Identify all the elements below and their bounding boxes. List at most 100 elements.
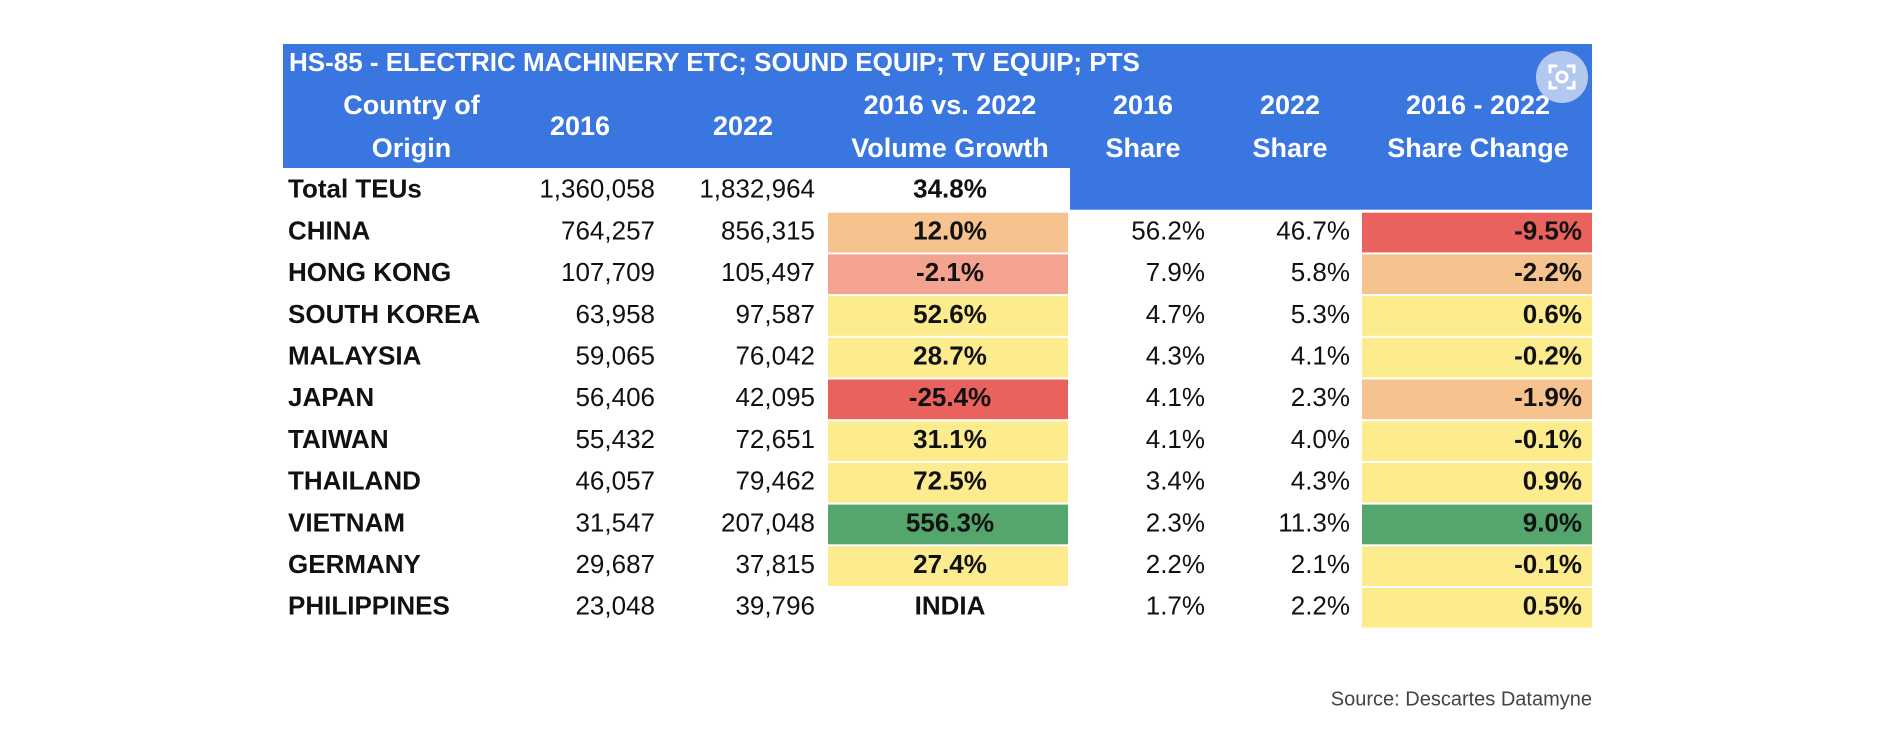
share-change-cell: -0.2% bbox=[1514, 341, 1582, 371]
share-2016-cell: 7.9% bbox=[1146, 257, 1205, 287]
share-2022-cell: 46.7% bbox=[1276, 215, 1350, 245]
share-2016-cell: 3.4% bbox=[1146, 466, 1205, 496]
share-change-cell: -9.5% bbox=[1514, 215, 1582, 245]
value-2016-cell: 1,360,058 bbox=[539, 174, 655, 204]
value-2016-cell: 63,958 bbox=[575, 299, 655, 329]
value-2022-cell: 42,095 bbox=[735, 382, 815, 412]
share-change-cell: -2.2% bbox=[1514, 257, 1582, 287]
country-cell: Total TEUs bbox=[288, 174, 422, 204]
country-cell: SOUTH KOREA bbox=[288, 299, 480, 329]
value-2022-cell: 207,048 bbox=[721, 507, 815, 537]
share-2016-cell: 2.3% bbox=[1146, 507, 1205, 537]
value-2022-cell: 76,042 bbox=[735, 341, 815, 371]
value-2016-cell: 107,709 bbox=[561, 257, 655, 287]
value-2016-cell: 31,547 bbox=[575, 507, 655, 537]
share-change-cell: 0.9% bbox=[1523, 466, 1582, 496]
value-2016-cell: 59,065 bbox=[575, 341, 655, 371]
share-2016-cell: 4.7% bbox=[1146, 299, 1205, 329]
share-2022-cell: 4.3% bbox=[1291, 466, 1350, 496]
share-change-cell-fill bbox=[1362, 421, 1592, 461]
growth-cell-fill bbox=[828, 296, 1068, 336]
scan-corners bbox=[1548, 64, 1576, 90]
column-header: 2016 bbox=[1113, 90, 1173, 120]
share-2022-cell: 4.1% bbox=[1291, 341, 1350, 371]
value-2022-cell: 39,796 bbox=[735, 591, 815, 621]
growth-cell: 72.5% bbox=[913, 466, 987, 496]
value-2016-cell: 764,257 bbox=[561, 215, 655, 245]
country-cell: THAILAND bbox=[288, 466, 421, 496]
growth-cell-fill bbox=[828, 504, 1068, 545]
country-cell: TAIWAN bbox=[288, 424, 389, 454]
share-2016-cell: 4.1% bbox=[1146, 424, 1205, 454]
growth-cell: 556.3% bbox=[906, 507, 994, 537]
value-2016-cell: 55,432 bbox=[575, 424, 655, 454]
share-change-cell: 0.6% bbox=[1523, 299, 1582, 329]
column-header: 2022 bbox=[1260, 90, 1320, 120]
scan-zoom-icon[interactable] bbox=[1548, 64, 1576, 90]
country-cell: CHINA bbox=[288, 215, 371, 245]
growth-cell: 12.0% bbox=[913, 215, 987, 245]
column-header: 2016 vs. 2022 bbox=[864, 90, 1037, 120]
country-cell: HONG KONG bbox=[288, 257, 451, 287]
share-2022-cell: 11.3% bbox=[1278, 507, 1350, 537]
growth-cell: -2.1% bbox=[916, 257, 984, 287]
growth-cell: 27.4% bbox=[913, 549, 987, 579]
growth-cell-fill bbox=[828, 337, 1068, 378]
share-2022-cell: 5.3% bbox=[1291, 299, 1350, 329]
header-band-extension bbox=[1070, 166, 1592, 210]
share-change-cell-fill bbox=[1362, 588, 1592, 628]
column-header: Share bbox=[1105, 133, 1180, 163]
country-cell: GERMANY bbox=[288, 549, 421, 579]
growth-cell: 52.6% bbox=[913, 299, 987, 329]
zoom-button-bg[interactable] bbox=[1536, 51, 1588, 103]
column-header: Volume Growth bbox=[851, 133, 1049, 163]
value-2022-cell: 1,832,964 bbox=[699, 174, 815, 204]
value-2022-cell: 856,315 bbox=[721, 215, 815, 245]
growth-cell-fill bbox=[828, 379, 1068, 420]
growth-cell-fill bbox=[828, 462, 1068, 503]
country-cell: JAPAN bbox=[288, 382, 374, 412]
share-2022-cell: 5.8% bbox=[1291, 257, 1350, 287]
column-headers: Country of Origin 2016 2022 2016 vs. 2022 Vol… bbox=[343, 90, 1569, 163]
value-2016-cell: 46,057 bbox=[575, 466, 655, 496]
header-band bbox=[283, 44, 1592, 168]
share-change-cell: -0.1% bbox=[1514, 424, 1582, 454]
share-2022-cell: 2.3% bbox=[1291, 382, 1350, 412]
share-change-cell-fill bbox=[1362, 254, 1592, 295]
value-2022-cell: 79,462 bbox=[735, 466, 815, 496]
share-2016-cell: 1.7% bbox=[1146, 591, 1205, 621]
share-change-cell-fill bbox=[1362, 379, 1592, 420]
column-header: 2016 - 2022 bbox=[1406, 90, 1550, 120]
share-change-cell: -0.1% bbox=[1514, 549, 1582, 579]
share-2016-cell: 56.2% bbox=[1131, 215, 1205, 245]
value-2016-cell: 23,048 bbox=[575, 591, 655, 621]
value-2022-cell: 105,497 bbox=[721, 257, 815, 287]
table-title: HS-85 - ELECTRIC MACHINERY ETC; SOUND EQ… bbox=[289, 47, 1140, 77]
share-change-cell-fill bbox=[1362, 546, 1592, 586]
country-cell: MALAYSIA bbox=[288, 341, 422, 371]
share-2022-cell: 2.1% bbox=[1291, 549, 1350, 579]
table-title-text: HS-85 - ELECTRIC MACHINERY ETC; SOUND EQ… bbox=[289, 47, 1140, 77]
growth-cell-fill bbox=[828, 421, 1068, 461]
value-2016-cell: 29,687 bbox=[575, 549, 655, 579]
share-2016-cell: 4.1% bbox=[1146, 382, 1205, 412]
country-cell: VIETNAM bbox=[288, 507, 405, 537]
share-2022-cell: 2.2% bbox=[1291, 591, 1350, 621]
value-2016-cell: 56,406 bbox=[575, 382, 655, 412]
country-cell: PHILIPPINES bbox=[288, 591, 450, 621]
cell-fills bbox=[828, 212, 1592, 628]
source-note: Source: Descartes Datamyne bbox=[1331, 688, 1592, 710]
growth-cell-fill bbox=[828, 254, 1068, 295]
growth-cell: 28.7% bbox=[913, 341, 987, 371]
column-header: Share bbox=[1252, 133, 1327, 163]
share-2016-cell: 2.2% bbox=[1146, 549, 1205, 579]
growth-cell: 34.8% bbox=[913, 174, 987, 204]
share-change-cell-fill bbox=[1362, 296, 1592, 336]
column-header: Country of bbox=[343, 90, 480, 120]
zoom-button[interactable] bbox=[1536, 51, 1588, 103]
share-change-cell-fill bbox=[1362, 337, 1592, 378]
scan-center bbox=[1555, 70, 1569, 84]
share-change-cell-fill bbox=[1362, 212, 1592, 253]
column-header: Origin bbox=[372, 133, 452, 163]
